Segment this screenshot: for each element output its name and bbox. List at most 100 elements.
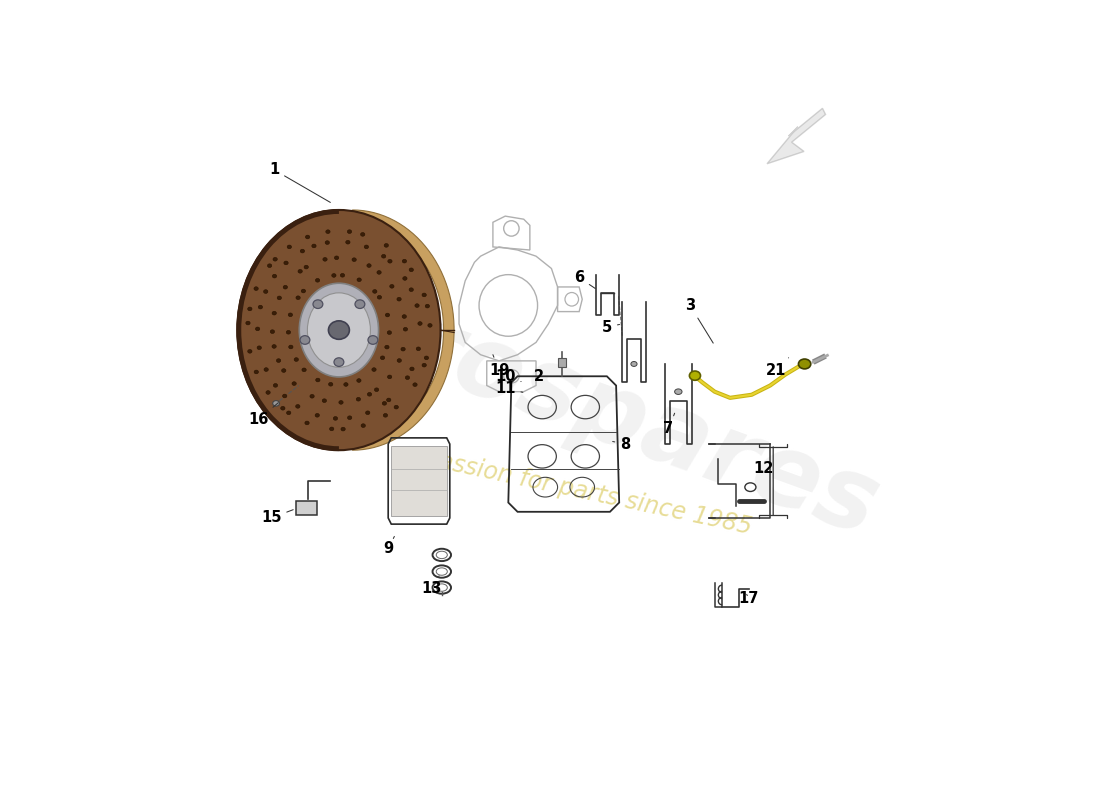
Polygon shape [390,446,448,516]
Ellipse shape [394,406,398,409]
Ellipse shape [254,286,258,290]
Text: 6: 6 [574,270,595,289]
Ellipse shape [377,295,382,299]
Ellipse shape [368,336,377,344]
Ellipse shape [345,240,350,244]
Ellipse shape [799,359,811,369]
Ellipse shape [300,250,305,253]
Ellipse shape [371,330,375,334]
Ellipse shape [302,327,307,330]
Ellipse shape [300,336,310,344]
Ellipse shape [415,304,419,307]
Text: 15: 15 [261,510,294,526]
Ellipse shape [310,394,315,398]
Ellipse shape [326,241,329,245]
Ellipse shape [361,302,365,306]
Ellipse shape [264,290,268,294]
Text: 11: 11 [495,381,522,396]
Ellipse shape [301,368,306,372]
Ellipse shape [287,411,290,414]
Ellipse shape [397,298,401,301]
Ellipse shape [258,306,263,309]
Text: 12: 12 [754,461,774,476]
Ellipse shape [355,300,365,309]
Ellipse shape [283,286,287,289]
Ellipse shape [339,401,343,404]
Text: 21: 21 [766,358,789,378]
Ellipse shape [330,427,333,430]
Ellipse shape [358,278,361,282]
Ellipse shape [382,254,386,258]
Ellipse shape [367,393,372,396]
Text: 17: 17 [738,590,759,606]
Ellipse shape [294,358,298,362]
Ellipse shape [365,411,370,414]
Ellipse shape [361,424,365,427]
Ellipse shape [352,258,356,262]
Ellipse shape [344,382,348,386]
Ellipse shape [238,210,440,450]
Ellipse shape [315,414,319,417]
Ellipse shape [283,394,287,398]
Text: 8: 8 [613,437,630,451]
Ellipse shape [389,285,394,288]
Ellipse shape [356,398,361,401]
Ellipse shape [286,330,290,334]
Ellipse shape [386,398,390,402]
Ellipse shape [312,302,317,306]
Ellipse shape [426,304,429,308]
Ellipse shape [326,363,330,366]
Ellipse shape [348,416,352,419]
Ellipse shape [306,235,310,239]
Ellipse shape [383,402,386,405]
Ellipse shape [334,291,339,295]
Text: eurospares: eurospares [264,250,891,558]
Text: 9: 9 [383,537,394,556]
Ellipse shape [349,294,353,298]
Ellipse shape [690,371,701,380]
Ellipse shape [323,258,327,261]
Ellipse shape [372,368,376,371]
Ellipse shape [397,358,401,362]
Ellipse shape [364,245,368,249]
Text: 10: 10 [495,369,521,384]
Ellipse shape [377,270,382,274]
Ellipse shape [298,270,302,273]
Ellipse shape [288,313,293,317]
Ellipse shape [276,358,280,362]
Ellipse shape [387,330,392,334]
Polygon shape [296,501,317,515]
Ellipse shape [360,355,364,359]
Text: 1: 1 [270,162,330,202]
Ellipse shape [403,259,407,263]
Ellipse shape [316,278,320,282]
Ellipse shape [361,233,365,236]
Ellipse shape [299,283,378,377]
Ellipse shape [403,277,407,280]
Ellipse shape [296,296,300,299]
Ellipse shape [368,340,373,344]
Ellipse shape [329,382,333,386]
Ellipse shape [387,375,392,378]
FancyBboxPatch shape [558,358,566,367]
Ellipse shape [403,314,406,318]
Ellipse shape [674,389,682,394]
Ellipse shape [267,264,272,267]
Ellipse shape [282,369,286,372]
Ellipse shape [428,323,432,327]
Ellipse shape [314,300,322,309]
Ellipse shape [305,421,309,425]
Ellipse shape [385,346,389,349]
Ellipse shape [257,346,262,350]
Ellipse shape [332,274,336,278]
Ellipse shape [304,266,308,269]
Ellipse shape [340,274,344,277]
Ellipse shape [272,345,276,348]
Ellipse shape [322,399,327,402]
Ellipse shape [306,342,310,346]
Ellipse shape [405,376,409,379]
Ellipse shape [273,401,279,406]
Ellipse shape [334,256,339,260]
Ellipse shape [422,293,427,297]
Ellipse shape [409,288,414,291]
